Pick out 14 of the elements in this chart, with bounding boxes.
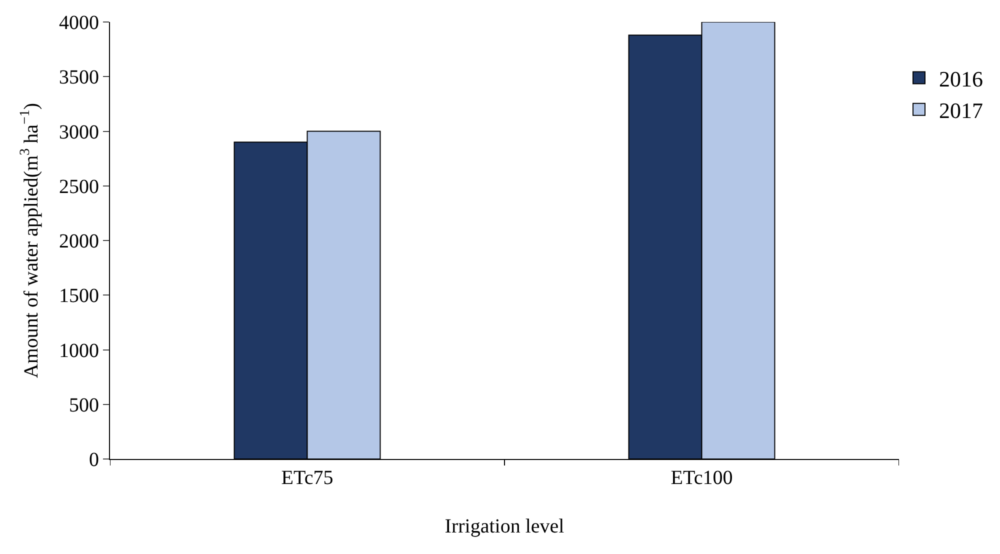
x-axis-title: Irrigation level <box>444 516 565 538</box>
y-tick-label: 2500 <box>59 176 99 198</box>
y-tick-label: 4000 <box>59 12 99 34</box>
y-tick-label: 1500 <box>59 285 99 308</box>
legend-label: 2017 <box>939 98 983 123</box>
y-tick-label: 0 <box>89 449 99 471</box>
y-tick-label: 3000 <box>59 121 99 144</box>
y-tick-label: 500 <box>69 394 99 416</box>
x-tick-label: ETc100 <box>670 467 733 489</box>
y-tick-label: 2000 <box>59 230 99 252</box>
legend-label: 2016 <box>939 66 983 92</box>
y-tick-label: 3500 <box>59 66 99 89</box>
x-tick-label: ETc75 <box>281 467 334 489</box>
y-tick-label: 1000 <box>59 340 99 362</box>
